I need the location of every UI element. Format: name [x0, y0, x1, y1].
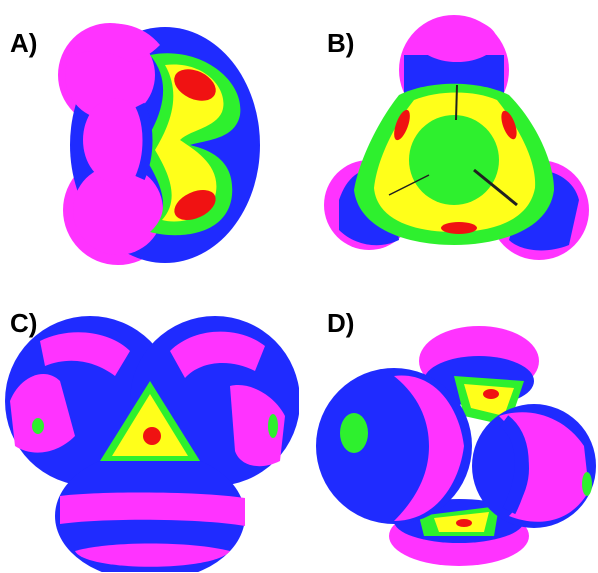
panel-b: B): [299, 0, 598, 286]
panel-d: D): [299, 286, 598, 572]
panel-c: C): [0, 286, 299, 572]
panel-a-molecule: [58, 23, 260, 265]
panel-b-molecule: [324, 15, 589, 260]
panel-c-label: C): [10, 308, 38, 338]
panel-d-label: D): [327, 308, 355, 338]
panel-c-molecule: [5, 316, 299, 572]
panel-d-molecule: [316, 326, 596, 566]
panel-b-label: B): [327, 28, 355, 58]
panel-a: A): [0, 0, 299, 286]
panel-a-label: A): [10, 28, 38, 58]
